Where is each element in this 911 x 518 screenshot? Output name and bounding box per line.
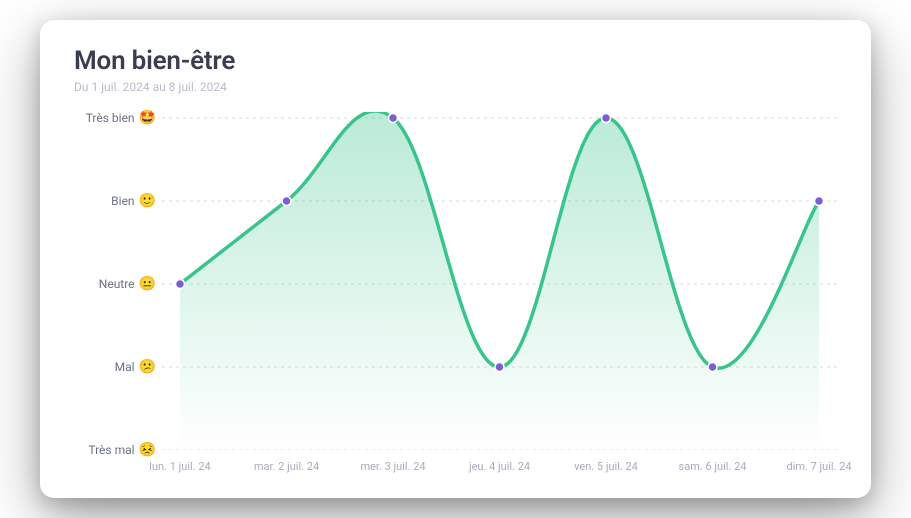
- x-axis-labels: lun. 1 juil. 24mar. 2 juil. 24mer. 3 jui…: [162, 454, 837, 482]
- y-axis-level: Bien🙂: [111, 193, 156, 209]
- card-subtitle: Du 1 juil. 2024 au 8 juil. 2024: [74, 80, 837, 94]
- data-point[interactable]: [389, 114, 398, 123]
- wellbeing-chart: Très bien🤩 Bien🙂 Neutre😐 Mal😕 Très mal😣 lun.…: [74, 112, 837, 482]
- wellbeing-card: Mon bien-être Du 1 juil. 2024 au 8 juil.…: [40, 20, 871, 498]
- x-axis-label: jeu. 4 juil. 24: [469, 460, 530, 473]
- x-axis-label: dim. 7 juil. 24: [786, 460, 851, 473]
- x-axis-label: lun. 1 juil. 24: [149, 460, 210, 473]
- y-axis-level: Mal😕: [115, 359, 156, 375]
- data-point[interactable]: [815, 197, 824, 206]
- data-point[interactable]: [708, 363, 717, 372]
- data-point[interactable]: [602, 114, 611, 123]
- plot-area: [162, 112, 837, 450]
- y-axis-labels: Très bien🤩Bien🙂Neutre😐Mal😕Très mal😣: [74, 112, 160, 450]
- data-point[interactable]: [495, 363, 504, 372]
- x-axis-label: mer. 3 juil. 24: [360, 460, 425, 473]
- x-axis-label: mar. 2 juil. 24: [254, 460, 319, 473]
- y-axis-level: Très bien🤩: [86, 110, 156, 126]
- y-axis-level: Très mal😣: [88, 442, 156, 458]
- card-title: Mon bien-être: [74, 46, 837, 76]
- data-point[interactable]: [176, 280, 185, 289]
- x-axis-label: ven. 5 juil. 24: [574, 460, 638, 473]
- x-axis-label: sam. 6 juil. 24: [679, 460, 747, 473]
- chart-svg: [162, 112, 837, 450]
- data-point[interactable]: [282, 197, 291, 206]
- y-axis-level: Neutre😐: [99, 276, 156, 292]
